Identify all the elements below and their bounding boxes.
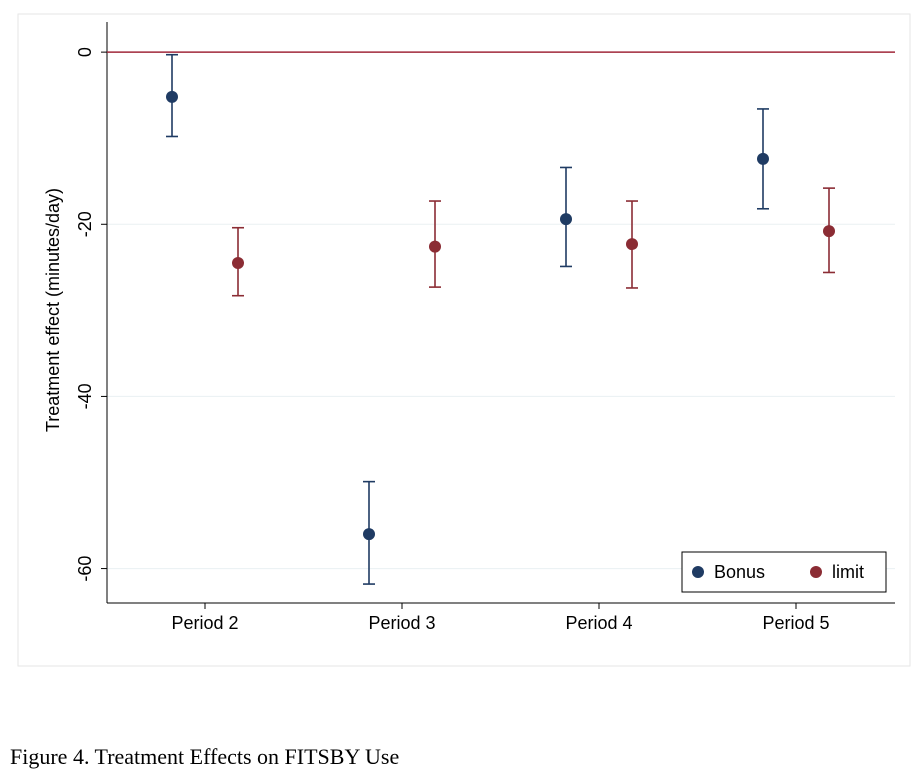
data-marks xyxy=(107,51,895,585)
legend-box xyxy=(681,551,887,593)
y-tick-label: 0 xyxy=(75,47,95,57)
x-tick-label: Period 5 xyxy=(762,613,829,633)
y-tick-label: -20 xyxy=(75,211,95,237)
bonus-point xyxy=(757,152,769,165)
axes: 0 -20 -40 -60 Period 2 Period 3 Period 4 Period… xyxy=(75,22,895,633)
legend-label-limit: limit xyxy=(832,562,864,582)
figure-caption: Figure 4. Treatment Effects on FITSBY Us… xyxy=(10,744,400,769)
x-tick-label: Period 2 xyxy=(171,613,238,633)
x-tick-label: Period 3 xyxy=(368,613,435,633)
legend: Bonus limit xyxy=(681,551,887,593)
y-tick-label: -60 xyxy=(75,556,95,582)
legend-label-bonus: Bonus xyxy=(714,562,765,582)
y-tick-label: -40 xyxy=(75,383,95,409)
bonus-point xyxy=(560,213,572,226)
chart-svg: 0 -20 -40 -60 Period 2 Period 3 Period 4 Period… xyxy=(17,13,911,667)
bonus-point xyxy=(166,90,178,103)
chart: 0 -20 -40 -60 Period 2 Period 3 Period 4 Period… xyxy=(17,13,911,667)
bonus-point xyxy=(363,528,375,541)
x-tick-label: Period 4 xyxy=(565,613,632,633)
limit-point xyxy=(232,257,244,270)
y-axis-label: Treatment effect (minutes/day) xyxy=(43,188,63,432)
limit-point xyxy=(429,240,441,253)
limit-point xyxy=(823,225,835,238)
legend-marker-bonus xyxy=(692,566,704,578)
legend-marker-limit xyxy=(810,566,822,578)
limit-point xyxy=(626,238,638,251)
